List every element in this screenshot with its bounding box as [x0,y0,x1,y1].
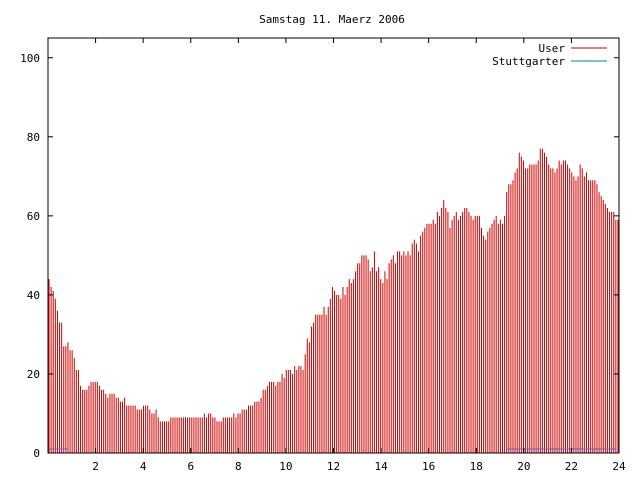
x-tick-label: 18 [470,460,483,473]
x-tick-label: 8 [235,460,242,473]
x-tick-label: 24 [612,460,626,473]
x-tick-label: 2 [92,460,99,473]
x-tick-label: 20 [517,460,530,473]
legend-label-user: User [539,42,566,55]
y-tick-label: 20 [27,368,40,381]
x-tick-label: 22 [565,460,578,473]
legend-label-stuttgarter: Stuttgarter [492,55,565,68]
y-tick-label: 40 [27,289,40,302]
y-tick-label: 100 [20,52,40,65]
x-tick-label: 14 [374,460,388,473]
x-tick-label: 10 [279,460,292,473]
y-tick-label: 0 [33,447,40,460]
y-tick-label: 80 [27,131,40,144]
x-tick-label: 16 [422,460,435,473]
bars-layer [48,148,619,453]
x-tick-label: 12 [327,460,340,473]
x-tick-label: 6 [187,460,194,473]
y-tick-label: 60 [27,210,40,223]
legend: User Stuttgarter [492,42,607,68]
chart-title: Samstag 11. Maerz 2006 [259,13,405,26]
x-tick-label: 4 [140,460,147,473]
